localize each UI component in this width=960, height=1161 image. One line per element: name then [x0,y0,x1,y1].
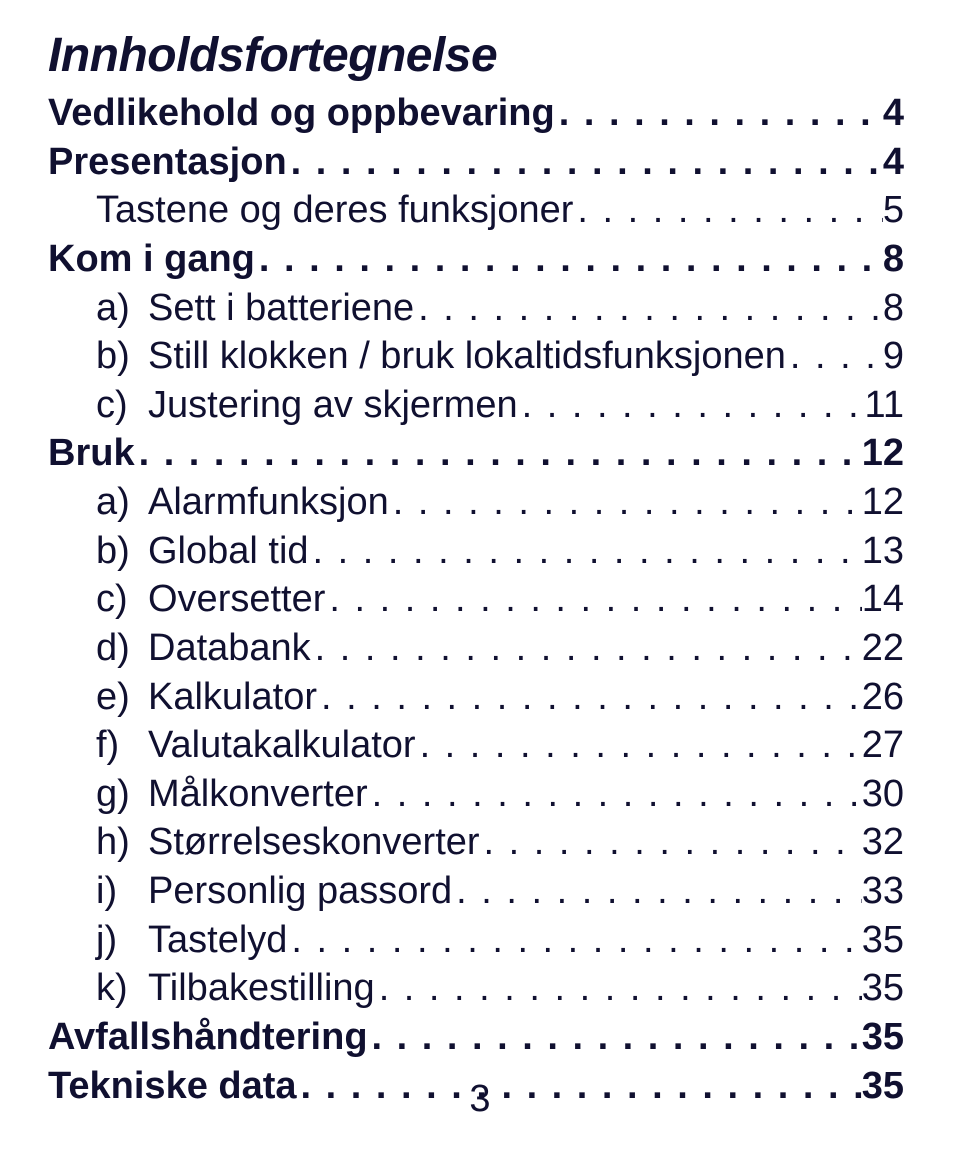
toc-label: Avfallshåndtering [48,1013,368,1062]
toc-page: 30 [862,770,904,819]
toc-leader [375,964,862,1013]
toc-page: 13 [862,527,904,576]
toc-leader [555,89,883,138]
toc-page: 27 [862,721,904,770]
toc-entry: a)Sett i batteriene 8 [48,284,904,333]
toc-page: 11 [865,381,904,430]
toc-letter: b)Global tid [96,527,309,576]
toc-page: 22 [862,624,904,673]
toc-page: 35 [862,916,904,965]
toc-page: 35 [862,1013,904,1062]
toc-section: Kom i gang 8 [48,235,904,284]
toc-label: Kom i gang [48,235,255,284]
toc-page: 14 [862,575,904,624]
toc-letter: a)Sett i batteriene [96,284,414,333]
toc-title: Innholdsfortegnelse [48,28,904,83]
toc-letter: j)Tastelyd [96,916,287,965]
toc-label: Vedlikehold og oppbevaring [48,89,555,138]
toc-entry: c)Justering av skjermen 11 [48,381,904,430]
toc-letter: d)Databank [96,624,311,673]
toc-leader [416,721,862,770]
toc-leader [573,186,882,235]
toc-entry: f)Valutakalkulator 27 [48,721,904,770]
toc-letter: k)Tilbakestilling [96,964,375,1013]
toc-entry: e)Kalkulator 26 [48,673,904,722]
toc-letter: f)Valutakalkulator [96,721,416,770]
toc-leader [311,624,862,673]
toc-leader [309,527,862,576]
toc-leader [452,867,862,916]
toc-page: 33 [862,867,904,916]
toc-entry: c)Oversetter 14 [48,575,904,624]
toc-page: 8 [883,235,904,284]
toc-leader [389,478,862,527]
toc-leader [368,1013,862,1062]
toc-page: 12 [862,478,904,527]
toc-leader [518,381,865,430]
toc-page: 9 [883,332,904,381]
toc-label: Bruk [48,429,135,478]
toc-leader [317,673,862,722]
toc-page: 12 [862,429,904,478]
toc-entry: h)Størrelseskonverter 32 [48,818,904,867]
toc-leader [480,818,862,867]
toc-entry: i)Personlig passord 33 [48,867,904,916]
toc-page: 26 [862,673,904,722]
toc-page: 5 [883,186,904,235]
toc-entry: b)Global tid 13 [48,527,904,576]
toc-leader [368,770,862,819]
toc-entry: Tastene og deres funksjoner 5 [48,186,904,235]
toc-letter: h)Størrelseskonverter [96,818,480,867]
toc-page: 4 [883,138,904,187]
toc-leader [287,138,883,187]
toc-label: Tastene og deres funksjoner [96,186,573,235]
toc-leader [135,429,862,478]
toc-letter: c)Justering av skjermen [96,381,518,430]
toc-leader [255,235,883,284]
toc-leader [287,916,861,965]
toc-leader [786,332,883,381]
toc-label: Presentasjon [48,138,287,187]
toc-letter: c)Oversetter [96,575,325,624]
toc-entry: a)Alarmfunksjon 12 [48,478,904,527]
toc-entry: g)Målkonverter 30 [48,770,904,819]
toc-section: Vedlikehold og oppbevaring 4 [48,89,904,138]
toc-page: 35 [862,964,904,1013]
toc-section: Presentasjon 4 [48,138,904,187]
toc-entry: d)Databank 22 [48,624,904,673]
toc-leader [325,575,861,624]
toc-letter: g)Målkonverter [96,770,368,819]
toc-letter: i)Personlig passord [96,867,452,916]
toc-page: 8 [883,284,904,333]
toc-entry: b)Still klokken / bruk lokaltidsfunksjon… [48,332,904,381]
toc-section: Bruk 12 [48,429,904,478]
toc-section: Avfallshåndtering 35 [48,1013,904,1062]
toc-leader [414,284,883,333]
toc-page: 32 [862,818,904,867]
toc-letter: a)Alarmfunksjon [96,478,389,527]
toc-page: 4 [883,89,904,138]
toc-entry: k)Tilbakestilling 35 [48,964,904,1013]
toc-letter: b)Still klokken / bruk lokaltidsfunksjon… [96,332,786,381]
toc-entry: j)Tastelyd 35 [48,916,904,965]
toc-letter: e)Kalkulator [96,673,317,722]
page-number: 3 [0,1078,960,1121]
